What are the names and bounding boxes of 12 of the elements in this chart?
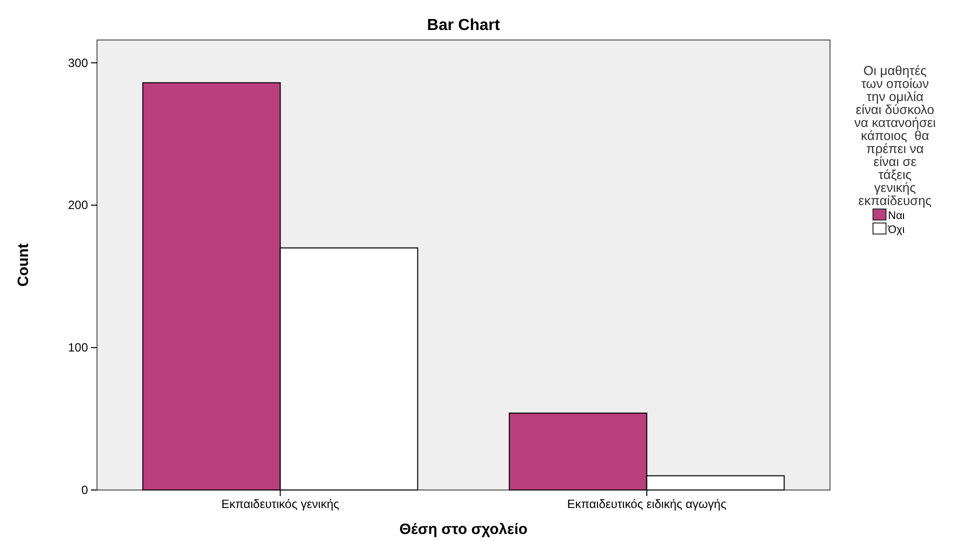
- text: Οι μαθητές των οποίων την ομιλία είναι δύσκολο να κατανοήσει κάποιος θα πρέπει να είναι σε τάξεις γενικής εκπαίδευσης: [854, 63, 936, 208]
- x-tick-label: Εκπαιδευτικός γενικής: [221, 497, 340, 511]
- y-tick-label: 300: [68, 56, 88, 70]
- legend-label: Όχι: [887, 224, 906, 236]
- x-axis-title: Θέση στο σχολείο: [399, 521, 528, 538]
- y-tick-label: 100: [68, 340, 88, 355]
- legend-label: Ναι: [888, 210, 906, 222]
- y-tick-label: 0: [81, 483, 88, 497]
- y-axis-title: Count: [15, 243, 32, 287]
- x-tick-label: Εκπαιδευτικός ειδικής αγωγής: [567, 497, 727, 511]
- y-tick-label: 200: [68, 198, 88, 212]
- chart-title: Bar Chart: [427, 17, 501, 34]
